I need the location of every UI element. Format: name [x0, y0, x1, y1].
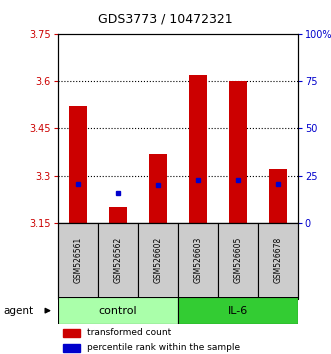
Bar — [63, 344, 79, 352]
Text: GSM526561: GSM526561 — [73, 236, 82, 283]
Text: transformed count: transformed count — [87, 329, 171, 337]
Bar — [178, 297, 298, 324]
Text: GSM526678: GSM526678 — [273, 236, 282, 283]
Bar — [138, 223, 178, 299]
Text: IL-6: IL-6 — [228, 306, 248, 316]
Bar — [218, 223, 258, 299]
Bar — [63, 329, 79, 337]
Bar — [58, 223, 98, 299]
Bar — [98, 223, 138, 299]
Bar — [258, 223, 298, 299]
Bar — [178, 223, 218, 299]
Text: control: control — [99, 306, 137, 316]
Bar — [58, 297, 178, 324]
Text: percentile rank within the sample: percentile rank within the sample — [87, 343, 240, 353]
Text: GDS3773 / 10472321: GDS3773 / 10472321 — [98, 12, 233, 25]
Bar — [189, 75, 207, 223]
Bar — [269, 169, 287, 223]
Text: GSM526603: GSM526603 — [193, 236, 203, 283]
Text: agent: agent — [3, 306, 33, 316]
Bar — [109, 207, 127, 223]
Bar — [149, 154, 167, 223]
Bar — [229, 81, 247, 223]
Text: GSM526562: GSM526562 — [114, 236, 122, 283]
Text: GSM526602: GSM526602 — [153, 236, 163, 283]
Text: GSM526605: GSM526605 — [233, 236, 242, 283]
Bar — [69, 106, 87, 223]
